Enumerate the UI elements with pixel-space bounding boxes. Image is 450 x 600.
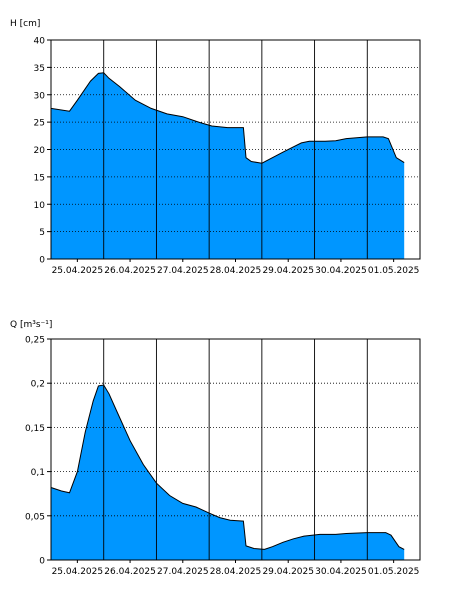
data-point — [90, 81, 91, 82]
data-point — [293, 146, 294, 147]
x-tick-label: 28.04.2025 — [210, 266, 262, 276]
y-tick-label: 10 — [34, 201, 46, 211]
y-tick-label: 20 — [34, 146, 46, 156]
data-point — [143, 464, 144, 465]
data-point — [211, 125, 212, 126]
y-tick-label: 0 — [39, 256, 45, 266]
data-point — [98, 385, 99, 386]
data-point — [325, 141, 326, 142]
data-point — [398, 546, 399, 547]
data-point — [404, 162, 405, 163]
y-tick-label: 35 — [34, 64, 45, 74]
data-point — [98, 73, 99, 74]
area-fill — [51, 72, 405, 259]
data-point — [335, 140, 336, 141]
data-point — [243, 127, 244, 128]
y-axis-label: Q [m³s⁻¹] — [10, 320, 52, 330]
data-point — [243, 521, 244, 522]
area-fill — [51, 385, 405, 560]
data-point — [335, 534, 336, 535]
data-point — [182, 503, 183, 504]
data-point — [272, 546, 273, 547]
data-point — [85, 431, 86, 432]
x-tick-label: 28.04.2025 — [210, 567, 262, 577]
data-point — [272, 157, 273, 158]
x-tick-label: 01.05.2025 — [368, 567, 420, 577]
y-tick-label: 0,1 — [31, 468, 45, 478]
data-point — [77, 471, 78, 472]
data-point — [135, 100, 136, 101]
y-tick-label: 0,2 — [31, 380, 45, 390]
data-point — [390, 535, 391, 536]
data-point — [396, 157, 397, 158]
data-point — [195, 506, 196, 507]
y-tick-label: 0,25 — [25, 336, 45, 346]
x-tick-label: 25.04.2025 — [52, 567, 104, 577]
data-point — [404, 549, 405, 550]
plot-frame — [50, 338, 421, 561]
y-tick-label: 0 — [39, 557, 45, 567]
data-point — [77, 100, 78, 101]
x-tick-label: 26.04.2025 — [104, 266, 156, 276]
data-point — [293, 538, 294, 539]
y-tick-label: 30 — [34, 91, 46, 101]
data-point — [230, 520, 231, 521]
data-point — [166, 113, 167, 114]
data-point — [182, 116, 183, 117]
chart-water-level: 0 5 10 15 20 25 30 35 40 25.04.2025 26.04.2025 27.0… — [10, 19, 421, 276]
data-point — [61, 490, 62, 491]
data-point — [130, 440, 131, 441]
data-point — [346, 533, 347, 534]
data-point — [251, 161, 252, 162]
data-point — [119, 86, 120, 87]
data-point — [151, 108, 152, 109]
data-point — [388, 138, 389, 139]
x-tick-label: 26.04.2025 — [104, 567, 156, 577]
data-point — [116, 411, 117, 412]
data-point — [227, 127, 228, 128]
y-tick-label: 5 — [39, 228, 45, 238]
data-point — [309, 141, 310, 142]
data-point — [245, 545, 246, 546]
data-point — [245, 157, 246, 158]
data-point — [282, 542, 283, 543]
data-point — [385, 532, 386, 533]
series-line — [50, 72, 405, 164]
data-point — [303, 536, 304, 537]
x-tick-label: 30.04.2025 — [315, 567, 367, 577]
data-point — [108, 78, 109, 79]
x-tick-label: 29.04.2025 — [262, 266, 314, 276]
x-tick-label: 25.04.2025 — [52, 266, 104, 276]
y-tick-label: 15 — [34, 173, 45, 183]
data-point — [253, 548, 254, 549]
data-point — [219, 517, 220, 518]
x-tick-label: 29.04.2025 — [262, 567, 314, 577]
y-tick-label: 25 — [34, 119, 45, 129]
data-point — [301, 142, 302, 143]
x-tick-label: 27.04.2025 — [157, 266, 209, 276]
data-point — [319, 534, 320, 535]
plot-frame — [50, 39, 421, 260]
data-point — [282, 152, 283, 153]
data-point — [264, 549, 265, 550]
x-tick-label: 27.04.2025 — [157, 567, 209, 577]
series-line — [50, 384, 405, 550]
y-tick-label: 0,15 — [25, 424, 45, 434]
x-tick-label: 01.05.2025 — [368, 266, 420, 276]
y-tick-label: 0,05 — [25, 512, 45, 522]
data-point — [69, 492, 70, 493]
data-point — [93, 400, 94, 401]
data-point — [346, 138, 347, 139]
x-tick-label: 30.04.2025 — [315, 266, 367, 276]
y-tick-label: 40 — [34, 37, 46, 47]
data-point — [383, 136, 384, 137]
data-point — [69, 111, 70, 112]
y-axis-label: H [cm] — [10, 19, 40, 29]
data-point — [169, 495, 170, 496]
data-point — [108, 393, 109, 394]
